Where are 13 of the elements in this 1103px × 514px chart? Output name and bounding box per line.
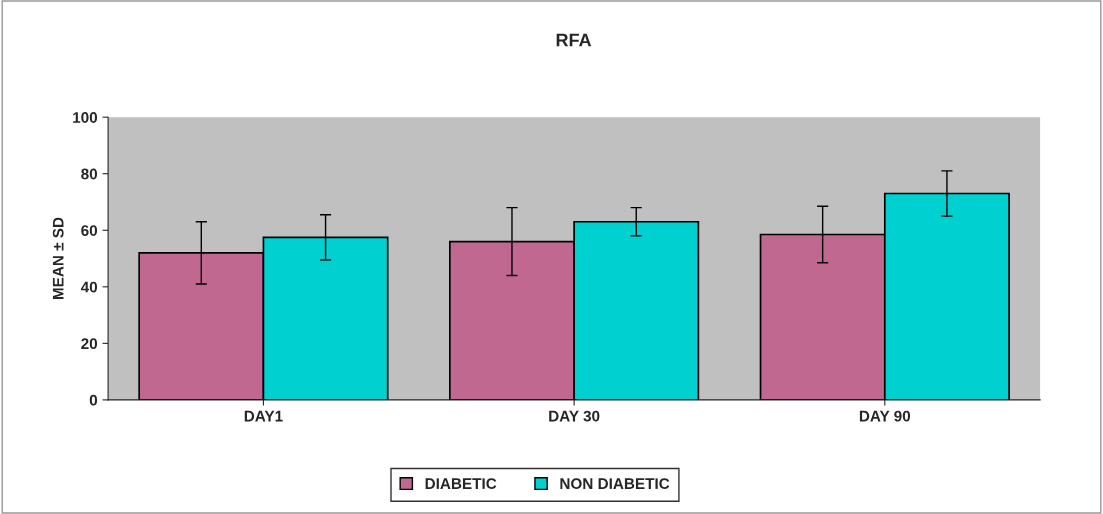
x-tick-label: DAY 30 — [549, 410, 600, 422]
y-axis-title: MEAN ± SD — [52, 217, 64, 300]
chart-title: RFA — [556, 33, 592, 47]
y-tick-label: 80 — [81, 168, 98, 180]
legend-label: NON DIABETIC — [560, 478, 670, 490]
y-tick-label: 100 — [73, 112, 98, 123]
x-tick-label: DAY 90 — [859, 410, 911, 422]
y-tick-label: 0 — [89, 394, 98, 406]
legend-label: DIABETIC — [425, 478, 497, 490]
x-tick-label: DAY1 — [244, 410, 283, 422]
y-tick-label: 40 — [80, 281, 98, 293]
y-tick-label: 60 — [81, 225, 98, 236]
y-tick-label: 20 — [81, 338, 98, 350]
